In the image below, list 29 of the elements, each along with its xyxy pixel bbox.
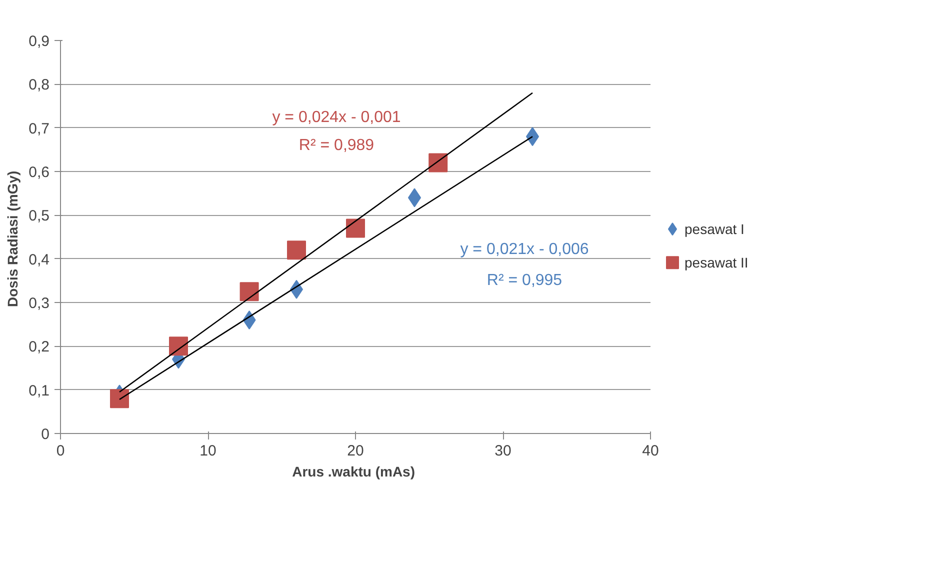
- point: [169, 336, 188, 356]
- y-tick-label: 0,7: [28, 120, 50, 138]
- x-axis-title: Arus .waktu (mAs): [292, 464, 416, 480]
- y-tick-label: 0,8: [28, 76, 50, 94]
- y-tick-label: 0: [41, 426, 50, 443]
- point: [287, 240, 306, 260]
- point: [428, 153, 448, 172]
- point: [110, 389, 129, 408]
- point: [346, 218, 365, 238]
- y-axis-title: Dosis Radiasi (mGy): [4, 170, 21, 308]
- annotation: R² = 0,995: [486, 272, 562, 289]
- annotation: y = 0,021x - 0,006: [460, 241, 589, 258]
- x-tick-label: 0: [56, 442, 65, 460]
- y-tick-label: 0,5: [28, 208, 50, 225]
- y-tick-label: 0,9: [28, 33, 50, 50]
- annotation: y = 0,024x - 0,001: [272, 109, 401, 126]
- y-tick-label: 0,1: [28, 382, 50, 400]
- point: [240, 282, 259, 302]
- y-tick-label: 0,6: [28, 164, 50, 181]
- y-tick-label: 0,2: [28, 338, 50, 356]
- x-tick-label: 30: [494, 442, 512, 460]
- legend-label: pesawat I: [684, 221, 744, 238]
- x-tick-label: 40: [642, 442, 659, 460]
- x-tick-label: 20: [347, 442, 364, 460]
- annotation: R² = 0,989: [298, 137, 374, 154]
- y-tick-label: 0,4: [28, 251, 50, 268]
- legend-label: pesawat II: [684, 254, 748, 271]
- x-tick-label: 10: [200, 442, 216, 460]
- y-tick-label: 0,3: [28, 295, 50, 312]
